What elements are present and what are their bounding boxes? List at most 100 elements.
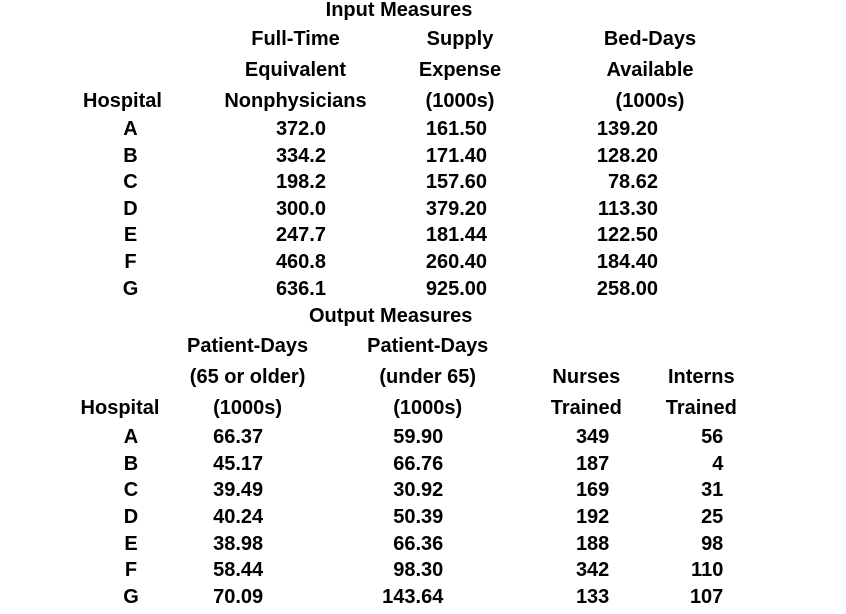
hospital-cell: B xyxy=(123,452,139,475)
spacer-cell xyxy=(70,60,165,91)
column-header-pdu65-line3: (1000s) xyxy=(393,397,463,419)
hospital-cell: G xyxy=(123,586,139,609)
table-row: F 58.44 98.30 342 110 xyxy=(75,560,756,587)
hospital-cell: D xyxy=(123,197,138,220)
spacer-cell xyxy=(509,336,643,367)
table-row: B 45.17 66.76 187 4 xyxy=(75,454,756,481)
spacer-cell xyxy=(75,367,165,398)
input-measures-table: Input Measures Full-Time Supply Bed-Days… xyxy=(70,0,740,305)
hospital-cell: E xyxy=(123,224,138,247)
interns-value-cell: 107 xyxy=(689,586,724,609)
nurses-value-cell: 192 xyxy=(575,506,610,529)
hospital-cell: E xyxy=(124,532,138,555)
hospital-cell: C xyxy=(123,171,138,194)
pd65-value-cell: 40.24 xyxy=(213,506,264,529)
supply-value-cell: 260.40 xyxy=(425,250,487,273)
beddays-value-cell: 184.40 xyxy=(596,250,658,273)
column-header-beddays-line1: Bed-Days xyxy=(603,28,697,50)
pdu65-value-cell: 98.30 xyxy=(393,559,444,582)
nurses-value-cell: 188 xyxy=(575,532,610,555)
nurses-value-cell: 133 xyxy=(575,586,610,609)
column-header-nurses-line1: Nurses xyxy=(552,366,621,388)
beddays-value-cell: 128.20 xyxy=(596,144,658,167)
hospital-cell: F xyxy=(124,559,138,582)
supply-value-cell: 181.44 xyxy=(425,224,487,247)
fte-value-cell: 198.2 xyxy=(275,171,326,194)
supply-value-cell: 161.50 xyxy=(425,118,487,140)
pdu65-value-cell: 66.36 xyxy=(393,532,444,555)
table-row: E 247.7 181.44 122.50 xyxy=(70,225,740,252)
column-header-pdu65-line2: (under 65) xyxy=(379,366,477,388)
table-row: Equivalent Expense Available xyxy=(70,60,740,91)
column-header-pd65-line2: (65 or older) xyxy=(189,366,306,388)
table-row: G 70.09 143.64 133 107 xyxy=(75,587,756,614)
input-measures-title: Input Measures xyxy=(325,0,473,21)
table-row: Patient-Days Patient-Days xyxy=(75,336,756,367)
spacer-cell xyxy=(70,29,165,60)
interns-value-cell: 98 xyxy=(701,532,724,555)
table-row: F 460.8 260.40 184.40 xyxy=(70,252,740,279)
column-header-fte-line3: Nonphysicians xyxy=(224,90,367,112)
nurses-value-cell: 342 xyxy=(575,559,610,582)
column-header-fte-line2: Equivalent xyxy=(244,59,347,81)
column-header-pd65-line3: (1000s) xyxy=(213,397,283,419)
fte-value-cell: 300.0 xyxy=(275,197,326,220)
table-row: B 334.2 171.40 128.20 xyxy=(70,146,740,173)
table-row: Hospital Nonphysicians (1000s) (1000s) xyxy=(70,91,740,119)
pd65-value-cell: 70.09 xyxy=(213,586,264,609)
fte-value-cell: 372.0 xyxy=(275,118,326,140)
fte-value-cell: 334.2 xyxy=(275,144,326,167)
column-header-hospital: Hospital xyxy=(83,90,162,112)
column-header-pdu65-line1: Patient-Days xyxy=(367,335,489,357)
nurses-value-cell: 349 xyxy=(575,426,610,448)
pdu65-value-cell: 66.76 xyxy=(393,452,444,475)
interns-value-cell: 110 xyxy=(691,559,724,582)
interns-value-cell: 4 xyxy=(712,452,724,475)
supply-value-cell: 171.40 xyxy=(425,144,487,167)
hospital-cell: G xyxy=(122,277,139,300)
table-row: A 372.0 161.50 139.20 xyxy=(70,119,740,146)
table-row: D 40.24 50.39 192 25 xyxy=(75,507,756,534)
output-measures-table: Output Measures Patient-Days Patient-Day… xyxy=(75,306,756,614)
table-row: (65 or older) (under 65) Nurses Interns xyxy=(75,367,756,398)
nurses-value-cell: 169 xyxy=(575,479,610,502)
fte-value-cell: 636.1 xyxy=(275,277,326,300)
fte-value-cell: 247.7 xyxy=(275,224,326,247)
pdu65-value-cell: 59.90 xyxy=(393,426,444,448)
column-header-beddays-line2: Available xyxy=(606,59,694,81)
supply-value-cell: 157.60 xyxy=(425,171,487,194)
pd65-value-cell: 45.17 xyxy=(213,452,264,475)
table-row: Full-Time Supply Bed-Days xyxy=(70,29,740,60)
output-measures-title: Output Measures xyxy=(308,305,473,327)
column-header-supply-line2: Expense xyxy=(418,59,502,81)
table-row: E 38.98 66.36 188 98 xyxy=(75,534,756,561)
column-header-fte-line1: Full-Time xyxy=(251,28,340,50)
hospital-cell: C xyxy=(123,479,139,502)
column-header-hospital: Hospital xyxy=(80,397,160,419)
pd65-value-cell: 39.49 xyxy=(213,479,264,502)
table-row: G 636.1 925.00 258.00 xyxy=(70,279,740,306)
fte-value-cell: 460.8 xyxy=(275,250,326,273)
column-header-interns-line2: Trained xyxy=(665,397,737,419)
supply-value-cell: 379.20 xyxy=(425,197,487,220)
column-header-beddays-line3: (1000s) xyxy=(615,90,685,112)
interns-value-cell: 25 xyxy=(701,506,724,529)
table-row: D 300.0 379.20 113.30 xyxy=(70,199,740,226)
spacer-cell xyxy=(75,336,165,367)
column-header-supply-line1: Supply xyxy=(426,28,494,50)
column-header-interns-line1: Interns xyxy=(667,366,735,388)
pd65-value-cell: 38.98 xyxy=(213,532,264,555)
hospital-cell: A xyxy=(123,118,138,140)
column-header-pd65-line1: Patient-Days xyxy=(187,335,309,357)
hospital-cell: A xyxy=(123,426,139,448)
pdu65-value-cell: 30.92 xyxy=(393,479,444,502)
hospital-cell: F xyxy=(124,250,137,273)
column-header-nurses-line2: Trained xyxy=(550,397,622,419)
supply-value-cell: 925.00 xyxy=(425,277,487,300)
pd65-value-cell: 58.44 xyxy=(213,559,264,582)
beddays-value-cell: 258.00 xyxy=(596,277,658,300)
pdu65-value-cell: 143.64 xyxy=(382,586,444,609)
interns-value-cell: 31 xyxy=(701,479,724,502)
hospital-cell: D xyxy=(123,506,139,529)
nurses-value-cell: 187 xyxy=(575,452,610,475)
